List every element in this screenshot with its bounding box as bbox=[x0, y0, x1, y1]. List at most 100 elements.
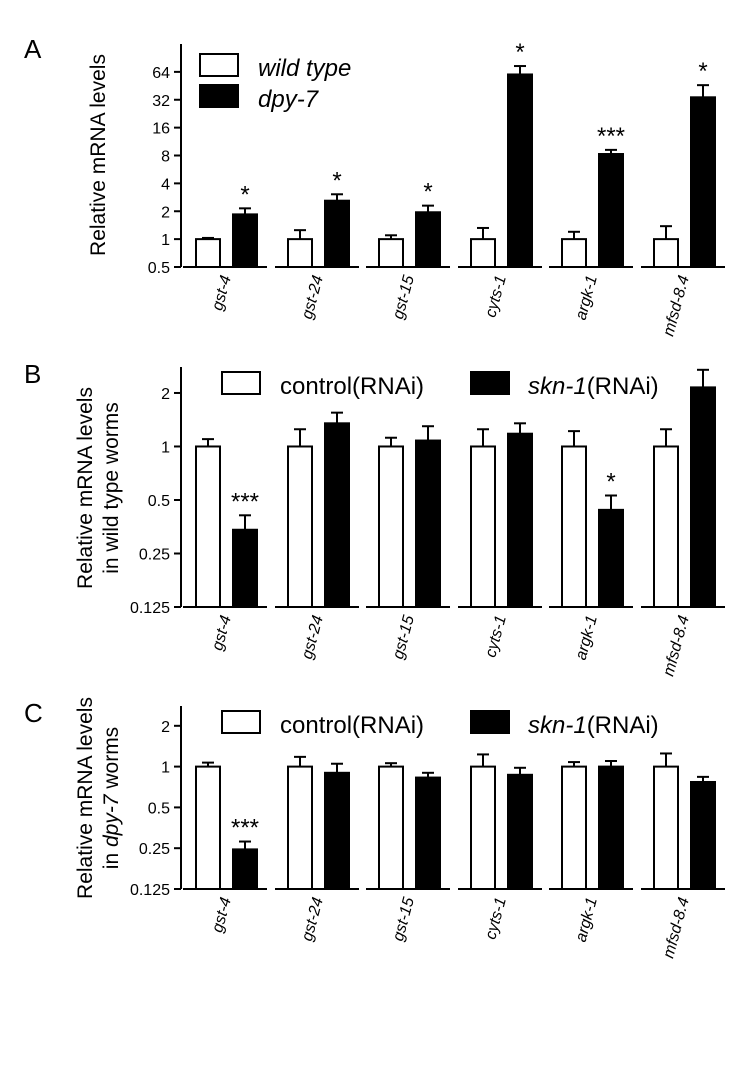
bar-open bbox=[470, 445, 496, 608]
category-label: gst-24 bbox=[299, 896, 327, 943]
legend: wild type dpy-7 bbox=[199, 53, 351, 113]
category-label: gst-4 bbox=[209, 896, 235, 935]
bar-filled bbox=[507, 432, 533, 609]
bar-open bbox=[653, 765, 679, 891]
bar-filled bbox=[598, 508, 624, 608]
y-axis-label-line: Relative mRNA levels bbox=[74, 387, 97, 589]
y-axis-label-text: dpy-7 bbox=[100, 793, 123, 847]
y-tick-label: 0.5 bbox=[148, 260, 170, 277]
legend-swatch-open bbox=[199, 53, 239, 77]
category-label: gst-24 bbox=[299, 274, 327, 321]
significance-marker: *** bbox=[231, 815, 259, 842]
y-tick-label: 16 bbox=[152, 121, 170, 138]
y-axis-label-text: in bbox=[100, 847, 123, 869]
y-axis-label: Relative mRNA levels in wild type worms bbox=[74, 387, 123, 589]
chart-panel-B: B 0.125 0.25 0.5 1 2 Relative mRNA levels in wi… bbox=[24, 359, 725, 678]
significance-marker: * bbox=[698, 58, 707, 85]
bar-filled bbox=[232, 848, 258, 890]
bar-filled bbox=[324, 199, 350, 268]
bar-open bbox=[287, 238, 313, 268]
y-tick-label: 1 bbox=[161, 760, 170, 777]
legend-swatch-filled bbox=[199, 84, 239, 108]
y-tick-label: 0.125 bbox=[130, 600, 170, 617]
y-axis-label-line: Relative mRNA levels bbox=[74, 697, 97, 899]
y-tick-label: 0.5 bbox=[148, 800, 170, 817]
category-label: gst-4 bbox=[209, 274, 235, 313]
bar-open bbox=[287, 765, 313, 891]
y-tick-label: 0.125 bbox=[130, 882, 170, 899]
significance-marker: *** bbox=[597, 123, 625, 150]
y-tick-label: 0.25 bbox=[139, 841, 170, 858]
legend-swatch-open bbox=[221, 371, 261, 395]
chart-panel-A: A 0.5 1 2 4 8 16 32 64 Relative mRNA levels * gst-4… bbox=[24, 34, 725, 338]
y-tick-label: 4 bbox=[161, 176, 170, 193]
bar-filled bbox=[232, 528, 258, 609]
category-label: mfsd-8.4 bbox=[660, 274, 693, 339]
legend-label: control(RNAi) bbox=[280, 373, 424, 400]
significance-marker: * bbox=[240, 181, 249, 208]
bar-filled bbox=[690, 96, 716, 269]
category-label: cyts-1 bbox=[482, 896, 509, 942]
bar-open bbox=[561, 238, 587, 268]
y-tick-label: 0.5 bbox=[148, 493, 170, 510]
legend-label: dpy-7 bbox=[258, 86, 320, 113]
bar-open bbox=[378, 445, 404, 608]
category-label: mfsd-8.4 bbox=[660, 896, 693, 961]
significance-marker: * bbox=[423, 179, 432, 206]
significance-marker: *** bbox=[231, 488, 259, 515]
y-axis-label-line: in wild type worms bbox=[100, 402, 123, 574]
legend-label: control(RNAi) bbox=[280, 712, 424, 739]
bar-filled bbox=[598, 153, 624, 268]
category-label: argk-1 bbox=[573, 614, 601, 662]
y-axis-label: Relative mRNA levels bbox=[87, 54, 110, 256]
bar-filled bbox=[324, 422, 350, 608]
bar-filled bbox=[415, 439, 441, 608]
bar-filled bbox=[415, 211, 441, 268]
legend-label: skn-1(RNAi) bbox=[528, 712, 659, 739]
bar-open bbox=[195, 238, 221, 268]
chart-panel-C: C 0.125 0.25 0.5 1 2 Relative mRNA levels in dp… bbox=[24, 697, 725, 960]
category-label: gst-15 bbox=[390, 614, 418, 661]
y-axis-label-line: in dpy-7 worms bbox=[100, 727, 123, 869]
legend-swatch-filled bbox=[470, 371, 510, 395]
y-tick-label: 32 bbox=[152, 93, 170, 110]
bar-open bbox=[378, 238, 404, 268]
bar-open bbox=[561, 445, 587, 608]
category-label: gst-24 bbox=[299, 614, 327, 661]
category-label: cyts-1 bbox=[482, 274, 509, 320]
category-label: argk-1 bbox=[573, 274, 601, 322]
y-tick-label: 1 bbox=[161, 439, 170, 456]
y-tick-label: 2 bbox=[161, 719, 170, 736]
significance-marker: * bbox=[332, 167, 341, 194]
category-label: mfsd-8.4 bbox=[660, 614, 693, 679]
bar-open bbox=[195, 445, 221, 608]
bar-filled bbox=[690, 386, 716, 608]
panel-letter: B bbox=[24, 359, 41, 389]
legend-label-part: skn-1 bbox=[528, 712, 587, 739]
y-tick-label: 2 bbox=[161, 204, 170, 221]
legend-label-part: (RNAi) bbox=[587, 712, 659, 739]
legend-swatch-filled bbox=[470, 710, 510, 734]
y-axis-label-text: worms bbox=[100, 727, 123, 795]
legend-label-part: skn-1 bbox=[528, 373, 587, 400]
bar-open bbox=[653, 445, 679, 608]
bar-filled bbox=[324, 771, 350, 891]
bar-open bbox=[470, 765, 496, 891]
y-tick-label: 64 bbox=[152, 65, 170, 82]
panel-letter: C bbox=[24, 698, 43, 728]
panel-letter: A bbox=[24, 34, 42, 64]
bar-open bbox=[287, 445, 313, 608]
y-tick-label: 1 bbox=[161, 232, 170, 249]
bar-filled bbox=[507, 73, 533, 268]
legend-label: wild type bbox=[258, 55, 351, 82]
bar-open bbox=[470, 238, 496, 268]
significance-marker: * bbox=[606, 468, 615, 495]
legend: control(RNAi) skn-1(RNAi) bbox=[221, 371, 659, 400]
legend: control(RNAi) skn-1(RNAi) bbox=[221, 710, 659, 739]
significance-marker: * bbox=[515, 39, 524, 66]
category-label: gst-4 bbox=[209, 614, 235, 653]
bar-filled bbox=[690, 780, 716, 890]
y-axis-label: Relative mRNA levels in dpy-7 worms bbox=[74, 697, 123, 899]
bar-filled bbox=[232, 213, 258, 269]
